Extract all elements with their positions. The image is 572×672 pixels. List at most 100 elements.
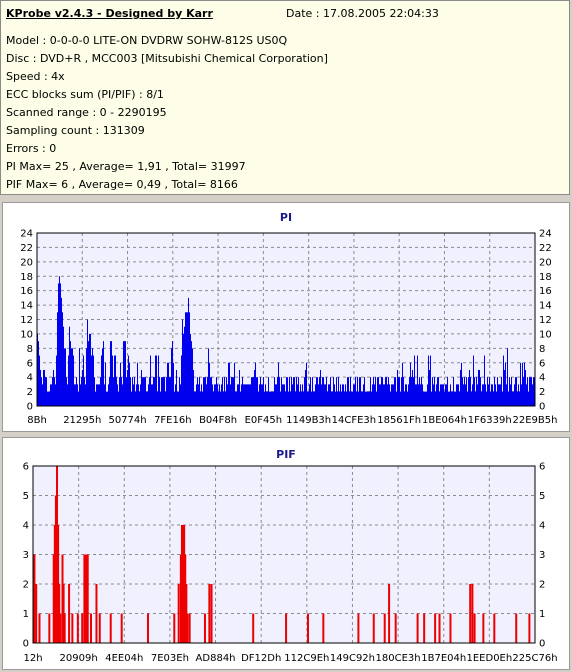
pi-bar (334, 384, 335, 406)
pi-x-tick-label: 7FE16h (154, 415, 192, 426)
pi-bar (139, 391, 140, 406)
pi-bar (300, 384, 301, 406)
pi-bar (338, 377, 339, 406)
pi-bar (521, 384, 522, 406)
pi-bar (484, 355, 485, 406)
pi-bar (48, 391, 49, 406)
pi-bar (333, 377, 334, 406)
pi-bar (496, 391, 497, 406)
pi-bar (192, 348, 193, 406)
pi-bar (388, 377, 389, 406)
pi-bar (238, 384, 239, 406)
pi-bar (65, 348, 66, 406)
pi-bar (369, 391, 370, 406)
pi-bar (239, 369, 240, 406)
pif-bar (59, 613, 62, 643)
pi-bar (311, 391, 312, 406)
pif-bar (416, 613, 419, 643)
pi-bar (513, 391, 514, 406)
pi-bar (341, 391, 342, 406)
pif-y-tick-label-right: 5 (539, 491, 545, 502)
pi-y-tick-label-right: 14 (539, 301, 552, 312)
pi-bar (79, 348, 80, 406)
pi-bar (339, 391, 340, 406)
pi-bar (142, 377, 143, 406)
pi-bar (257, 377, 258, 406)
pi-bar (108, 384, 109, 406)
pi-bar (225, 391, 226, 406)
pi-bar (424, 391, 425, 406)
pi-bar (522, 362, 523, 406)
pi-bar (221, 384, 222, 406)
pi-bar (188, 297, 189, 406)
pi-bar (56, 355, 57, 406)
pif-bar (85, 554, 88, 643)
pi-bar (412, 369, 413, 406)
pi-bar (436, 384, 437, 406)
pif-x-tick-label: 112C9Eh (284, 653, 329, 664)
pi-bar (113, 377, 114, 406)
pi-bar (307, 391, 308, 406)
pi-bar (73, 355, 74, 406)
pif-bar (33, 554, 36, 643)
pif-y-tick-label-right: 6 (539, 462, 545, 473)
pi-bar (490, 391, 491, 406)
pi-bar (365, 391, 366, 406)
pi-bar (134, 377, 135, 406)
pi-bar (186, 312, 187, 406)
pi-bar (327, 391, 328, 406)
pi-bar (394, 377, 395, 406)
pif-chart-title: PIF (276, 448, 296, 461)
pi-bar (203, 377, 204, 406)
pi-bar (41, 377, 42, 406)
info-model: Model : 0-0-0-0 LITE-ON DVDRW SOHW-812S … (6, 34, 288, 47)
pi-bar (160, 391, 161, 406)
pi-x-tick-label: 50774h (108, 415, 146, 426)
pi-bar (415, 384, 416, 406)
pi-y-tick-label-right: 20 (539, 257, 552, 268)
pi-bar (76, 377, 77, 406)
pi-bar (132, 377, 133, 406)
pi-y-tick-label-right: 16 (539, 286, 552, 297)
pi-bar (310, 377, 311, 406)
pi-y-tick-label-left: 6 (27, 358, 33, 369)
pi-bar (368, 391, 369, 406)
pi-bar (451, 391, 452, 406)
pif-bar (179, 554, 182, 643)
pi-bars (37, 276, 535, 406)
pi-bar (364, 377, 365, 406)
pi-bar (59, 276, 60, 406)
info-pif-stats: PIF Max= 6 , Average= 0,49 , Total= 8166 (6, 178, 238, 191)
pif-bar (54, 495, 57, 643)
pif-bar (63, 613, 66, 643)
pi-bar (90, 333, 91, 406)
pif-bar (58, 584, 61, 643)
pif-bar (322, 613, 325, 643)
pi-bar (246, 384, 247, 406)
pi-bar (336, 377, 337, 406)
pi-bar (195, 391, 196, 406)
pi-bar (493, 391, 494, 406)
pi-bar (159, 377, 160, 406)
pi-bar (51, 384, 52, 406)
pi-bar (162, 377, 163, 406)
pif-y-tick-label-right: 2 (539, 580, 545, 591)
pi-bar (324, 384, 325, 406)
pi-bar (148, 384, 149, 406)
pi-bar (379, 384, 380, 406)
pif-bar (120, 613, 123, 643)
pi-bar (353, 384, 354, 406)
pi-bar (318, 384, 319, 406)
pi-bar (293, 377, 294, 406)
pi-bar (491, 384, 492, 406)
pi-bar (456, 384, 457, 406)
pi-bar (197, 377, 198, 406)
pi-bar (62, 312, 63, 406)
pi-bar (386, 377, 387, 406)
pi-bar (112, 355, 113, 406)
info-errors: Errors : 0 (6, 142, 57, 155)
pif-bar (394, 613, 397, 643)
info-scanned-range: Scanned range : 0 - 2290195 (6, 106, 167, 119)
pi-bar (460, 369, 461, 406)
pi-bar (210, 377, 211, 406)
